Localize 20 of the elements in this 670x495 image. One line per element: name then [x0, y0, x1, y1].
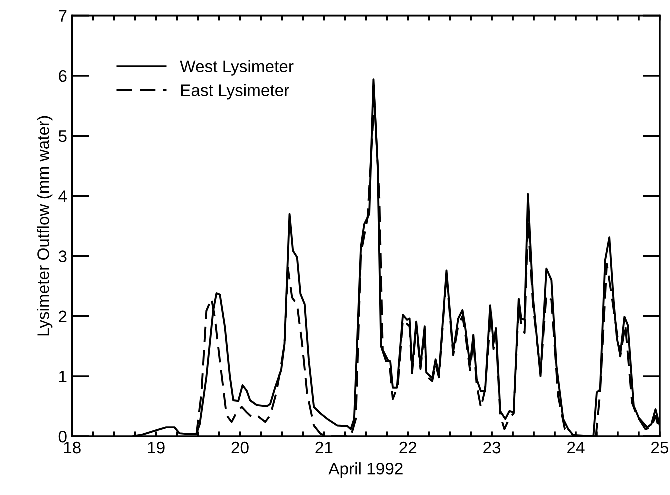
y-tick-label: 3 — [58, 250, 67, 262]
x-tick-label: 20 — [232, 442, 249, 454]
x-axis-title: April 1992 — [328, 462, 403, 478]
y-tick-label: 5 — [58, 130, 67, 142]
y-tick-label: 7 — [59, 10, 67, 22]
x-tick-label: 19 — [148, 442, 165, 454]
y-tick-label: 0 — [58, 430, 67, 443]
x-tick-label: 25 — [652, 442, 669, 454]
x-tick-label: 23 — [484, 442, 501, 454]
legend-label: West Lysimeter — [180, 60, 294, 76]
x-tick-label: 21 — [316, 442, 333, 454]
y-tick-label: 1 — [60, 371, 67, 383]
y-tick-label: 4 — [58, 190, 68, 202]
y-axis-title: Lysimeter Outflow (mm water) — [37, 116, 53, 336]
y-tick-label: 6 — [59, 70, 67, 82]
legend-label: East Lysimeter — [181, 84, 290, 100]
x-tick-label: 22 — [400, 442, 417, 454]
x-tick-label: 24 — [568, 442, 585, 454]
x-tick-label: 18 — [64, 442, 81, 454]
y-tick-label: 2 — [59, 310, 67, 322]
